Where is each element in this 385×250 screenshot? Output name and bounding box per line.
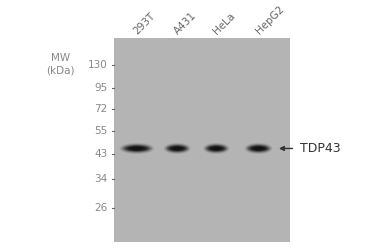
Text: 26: 26 bbox=[94, 202, 107, 212]
Ellipse shape bbox=[213, 147, 220, 150]
Text: HepG2: HepG2 bbox=[254, 4, 286, 36]
Text: 34: 34 bbox=[94, 174, 107, 184]
Ellipse shape bbox=[164, 143, 191, 154]
Ellipse shape bbox=[203, 143, 229, 154]
Text: 130: 130 bbox=[88, 60, 107, 70]
Text: 95: 95 bbox=[94, 83, 107, 93]
Ellipse shape bbox=[245, 143, 272, 154]
FancyBboxPatch shape bbox=[114, 38, 290, 242]
Text: 72: 72 bbox=[94, 104, 107, 114]
Ellipse shape bbox=[205, 144, 228, 153]
Text: TDP43: TDP43 bbox=[300, 142, 341, 155]
Text: 293T: 293T bbox=[132, 10, 157, 36]
Text: HeLa: HeLa bbox=[211, 10, 237, 36]
Ellipse shape bbox=[254, 147, 263, 150]
Ellipse shape bbox=[173, 147, 181, 150]
Ellipse shape bbox=[252, 147, 265, 150]
Ellipse shape bbox=[124, 145, 150, 152]
Ellipse shape bbox=[165, 144, 189, 153]
Ellipse shape bbox=[167, 145, 187, 152]
Ellipse shape bbox=[169, 146, 185, 151]
Ellipse shape bbox=[206, 145, 226, 152]
Ellipse shape bbox=[120, 143, 154, 154]
Ellipse shape bbox=[122, 144, 152, 153]
Ellipse shape bbox=[132, 147, 142, 150]
Text: MW
(kDa): MW (kDa) bbox=[46, 54, 74, 75]
Ellipse shape bbox=[127, 146, 147, 151]
Ellipse shape bbox=[211, 147, 222, 150]
Text: A431: A431 bbox=[172, 10, 198, 36]
Ellipse shape bbox=[246, 144, 271, 153]
Ellipse shape bbox=[208, 146, 224, 151]
Ellipse shape bbox=[171, 147, 183, 150]
Ellipse shape bbox=[248, 145, 269, 152]
Ellipse shape bbox=[250, 146, 267, 151]
Ellipse shape bbox=[129, 147, 145, 150]
Text: 55: 55 bbox=[94, 126, 107, 136]
Text: 43: 43 bbox=[94, 149, 107, 159]
